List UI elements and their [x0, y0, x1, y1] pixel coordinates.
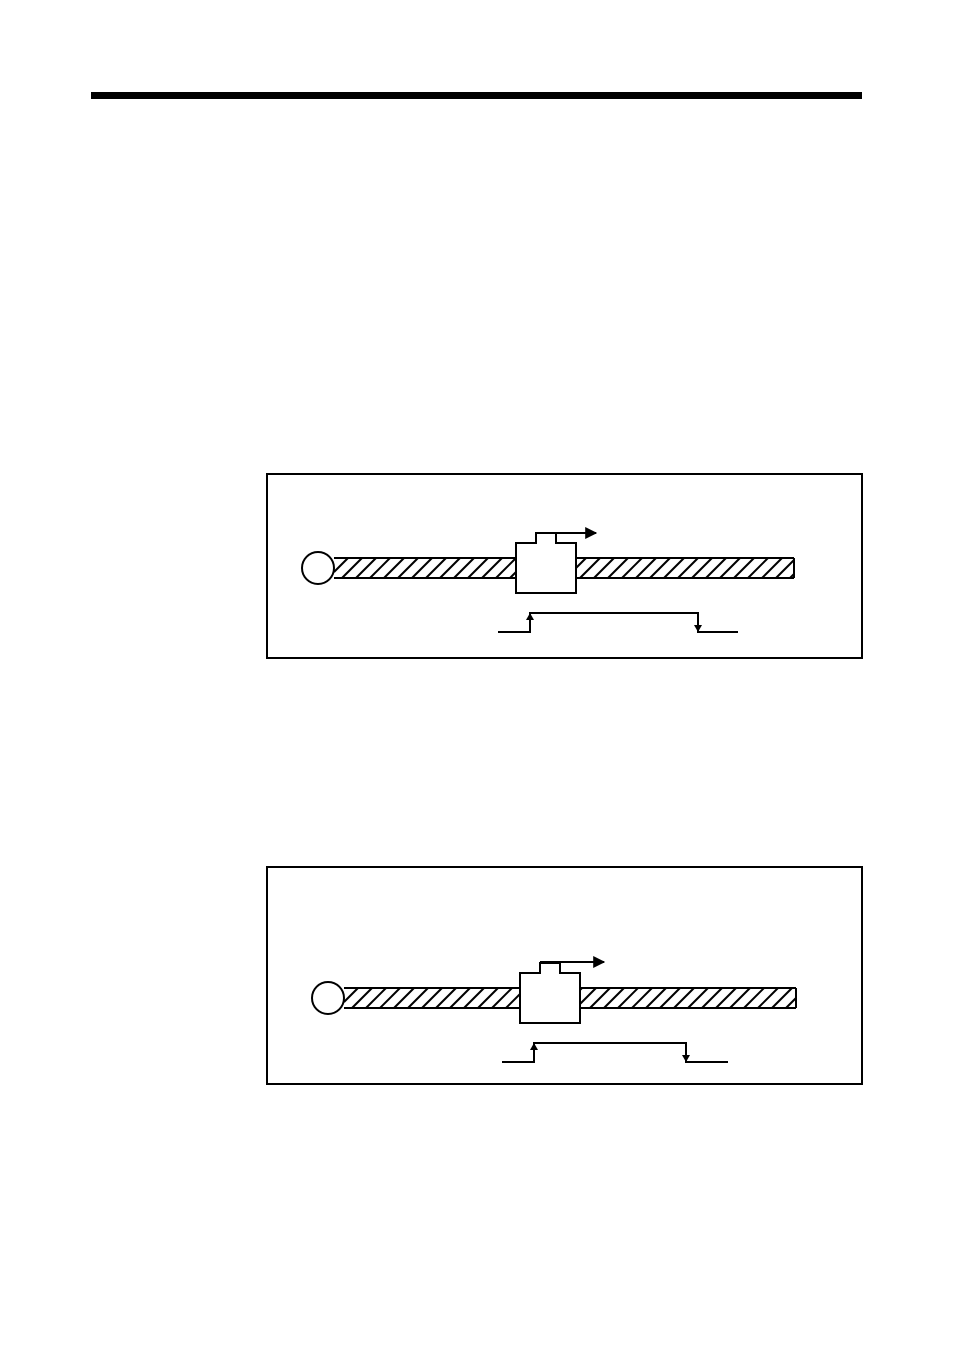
- figure-1-box: [266, 473, 863, 659]
- figure-1-diagram: [268, 475, 865, 661]
- page: [0, 0, 954, 1351]
- figure-2-diagram: [268, 868, 865, 1087]
- figure-2-box: [266, 866, 863, 1085]
- header-rule: [91, 92, 862, 99]
